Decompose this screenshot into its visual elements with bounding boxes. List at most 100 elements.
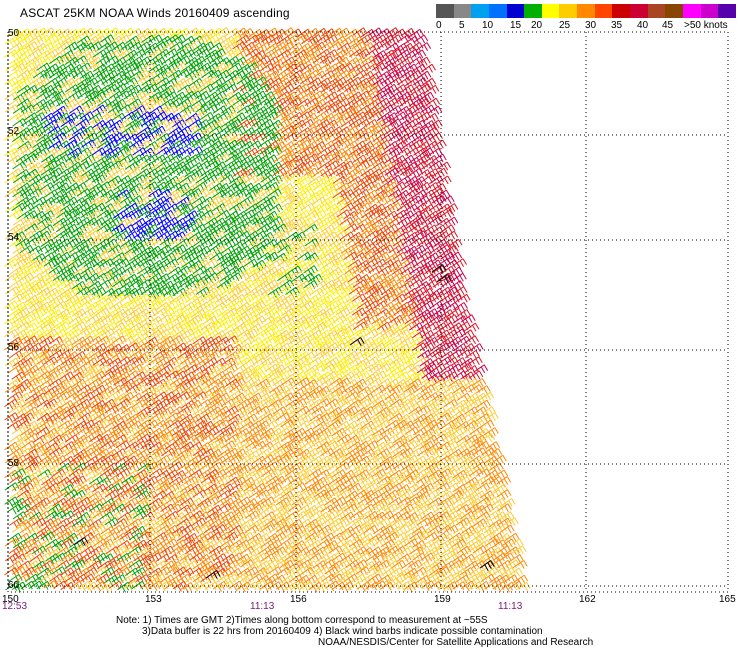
- wind-barb: [420, 231, 436, 243]
- wind-barb: [24, 532, 40, 542]
- wind-barb: [359, 280, 375, 292]
- wind-barb: [71, 518, 87, 528]
- wind-barb: [180, 35, 196, 45]
- wind-barb: [59, 161, 75, 171]
- wind-barb: [428, 427, 444, 437]
- wind-barb: [59, 104, 75, 116]
- wind-barb: [76, 398, 92, 410]
- wind-barb: [72, 182, 88, 194]
- wind-barb: [188, 580, 204, 592]
- note-line-2: 3)Data buffer is 22 hrs from 20160409 4)…: [142, 626, 543, 637]
- wind-barb: [175, 364, 191, 374]
- wind-barb: [352, 532, 367, 544]
- wind-barb: [79, 70, 95, 82]
- legend-swatch-13: [665, 4, 683, 18]
- wind-barb: [167, 69, 183, 81]
- wind-barb: [429, 188, 445, 200]
- wind-barb: [219, 287, 235, 297]
- wind-barb: [51, 398, 67, 410]
- wind-barb: [143, 336, 159, 348]
- wind-barb: [464, 517, 479, 529]
- lon-label-162: 162: [579, 594, 596, 605]
- wind-barb: [396, 314, 412, 326]
- wind-barb: [316, 329, 332, 341]
- wind-barb: [488, 532, 504, 544]
- wind-barb: [156, 454, 172, 466]
- wind-barb: [420, 580, 436, 592]
- wind-barb: [95, 196, 111, 208]
- wind-barb: [17, 447, 33, 457]
- wind-barb: [215, 182, 231, 194]
- wind-barb: [452, 553, 468, 565]
- wind-barb: [203, 342, 219, 352]
- wind-barb: [248, 294, 264, 304]
- wind-barb: [49, 322, 65, 332]
- wind-barb: [311, 517, 327, 529]
- wind-barb: [44, 189, 59, 199]
- wind-barb: [403, 454, 419, 466]
- wind-barb: [231, 489, 247, 501]
- wind-barb: [299, 581, 315, 593]
- wind-barb: [336, 504, 352, 516]
- legend-color-bar: [436, 4, 736, 18]
- wind-barb: [143, 70, 159, 82]
- wind-barb: [345, 559, 360, 571]
- wind-barb: [164, 554, 179, 563]
- wind-barb: [89, 125, 104, 135]
- wind-barb: [8, 223, 24, 235]
- wind-barb: [244, 62, 260, 71]
- wind-barb: [11, 553, 27, 563]
- wind-barb: [460, 497, 476, 507]
- wind-barb: [43, 356, 59, 366]
- wind-barb: [59, 203, 75, 215]
- wind-barb: [247, 98, 263, 110]
- wind-barb: [195, 188, 211, 198]
- wind-barb: [329, 224, 345, 234]
- wind-barb: [340, 286, 356, 298]
- wind-barb: [316, 77, 332, 89]
- wind-barb: [288, 434, 304, 446]
- wind-barb: [291, 273, 307, 283]
- wind-barb: [331, 286, 347, 298]
- wind-barb: [267, 64, 283, 75]
- wind-barb: [99, 357, 115, 367]
- legend-swatch-12: [647, 4, 666, 18]
- wind-barb: [76, 468, 91, 477]
- legend-swatch-15: [700, 4, 719, 18]
- wind-barb: [19, 244, 35, 254]
- wind-barb: [312, 503, 328, 513]
- wind-barb: [63, 112, 79, 124]
- wind-barb: [235, 371, 251, 383]
- wind-barb: [448, 532, 464, 542]
- wind-barb: [251, 315, 267, 327]
- wind-barb: [169, 308, 184, 317]
- wind-barb: [169, 377, 185, 389]
- wind-barb: [171, 91, 187, 101]
- wind-barb: [27, 426, 43, 436]
- wind-barb: [64, 335, 80, 347]
- wind-barb: [91, 426, 107, 438]
- legend-label-3: 15: [510, 20, 522, 31]
- wind-barb: [80, 504, 96, 513]
- wind-barb: [207, 448, 223, 460]
- wind-barb: [99, 105, 115, 117]
- wind-barb: [73, 209, 89, 219]
- wind-barb: [95, 573, 111, 585]
- wind-barb: [176, 308, 192, 320]
- wind-barb: [119, 195, 135, 207]
- wind-barb: [171, 302, 187, 311]
- wind-barb: [384, 155, 400, 166]
- wind-barb: [375, 237, 391, 247]
- wind-barb: [187, 90, 203, 100]
- wind-barb: [371, 315, 387, 327]
- wind-barb: [348, 147, 364, 159]
- wind-barb: [59, 484, 75, 495]
- wind-barb: [259, 231, 275, 241]
- wind-barb: [259, 356, 275, 366]
- wind-barb: [127, 475, 143, 487]
- wind-barb: [200, 448, 216, 458]
- wind-barb: [319, 55, 335, 67]
- wind-barb: [237, 217, 253, 229]
- wind-barb: [85, 146, 101, 158]
- wind-barb: [201, 377, 216, 389]
